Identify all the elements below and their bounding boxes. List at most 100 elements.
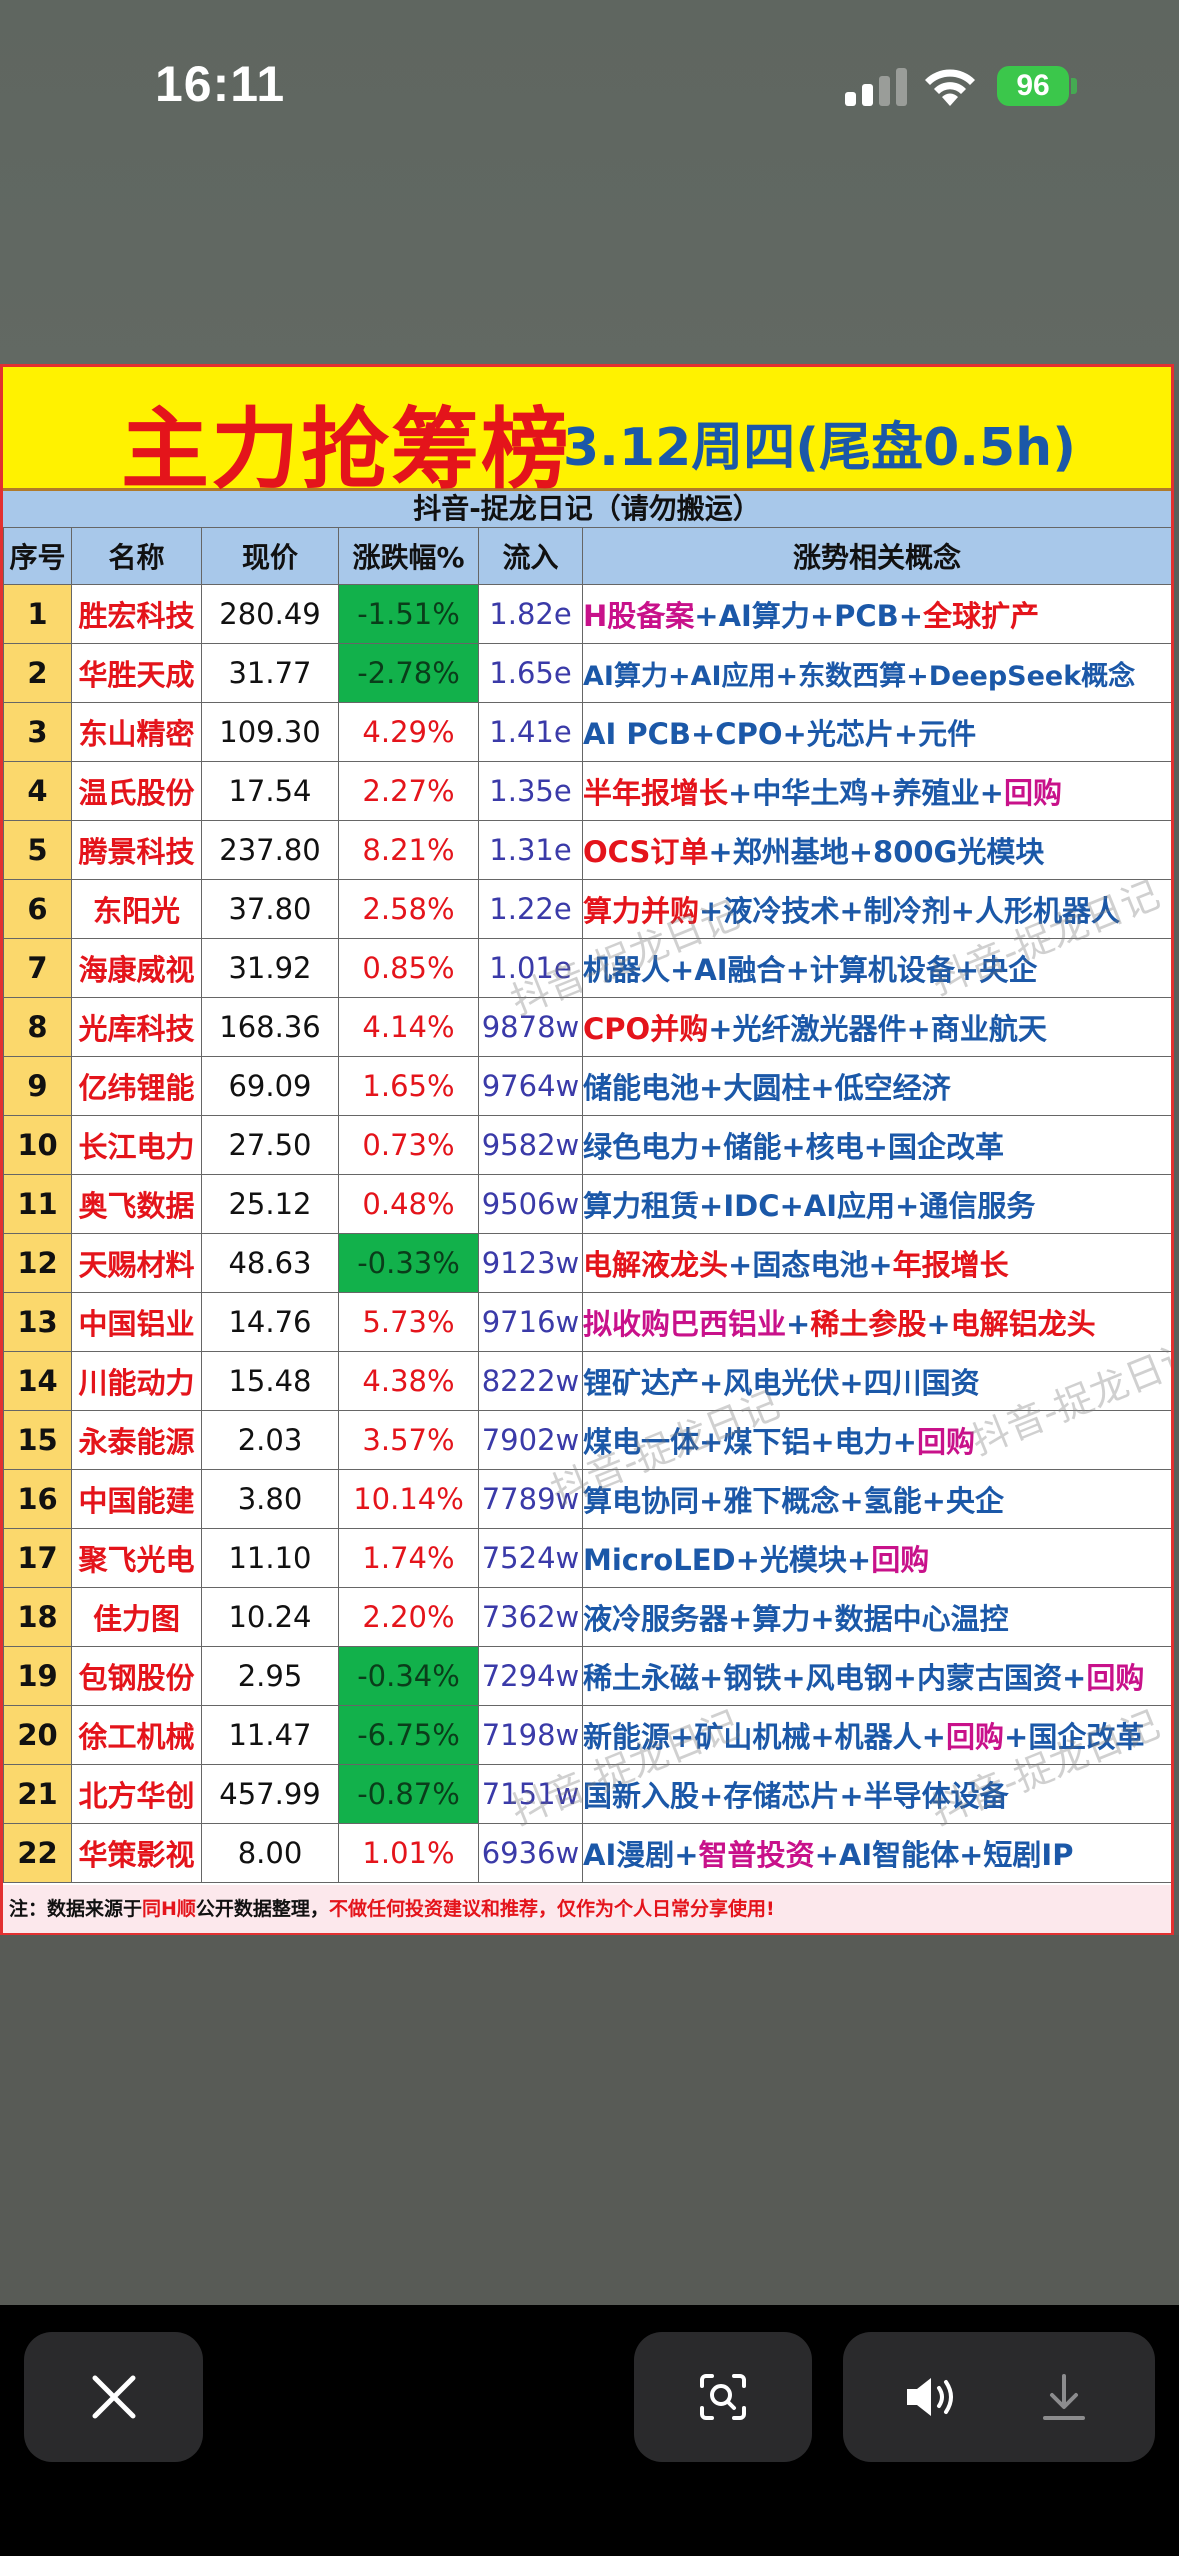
concept-tag: 计算机设备 [809,953,955,987]
concept-list: AI PCB+CPO+光芯片+元件 [582,702,1171,762]
price-change: 1.01% [338,1823,479,1883]
concept-tag: 液冷服务器 [583,1602,729,1636]
concept-tag: AI应用 [803,1189,896,1223]
concept-separator: + [921,1720,946,1754]
row-index: 12 [3,1233,72,1293]
table-row: 16 中国能建 3.80 10.14% 7789w 算电协同+雅下概念+氢能+央企 [3,1469,1171,1529]
concept-separator: + [906,660,929,692]
concept-separator: + [699,894,724,928]
row-index: 20 [3,1705,72,1765]
close-button[interactable] [24,2332,203,2462]
concept-tag: CPO [715,717,783,751]
concept-tag: 数据中心温控 [834,1602,1009,1636]
concept-tag: 800G光模块 [873,835,1045,869]
concept-separator: + [863,1130,888,1164]
media-controls [843,2332,1155,2462]
concept-tag: 机器人 [583,953,671,987]
fund-inflow: 1.22e [478,879,583,939]
stock-name: 东阳光 [71,879,202,939]
fund-inflow: 9123w [478,1233,583,1293]
stock-price: 17.54 [201,761,339,821]
concept-tag: 回购 [945,1720,1004,1754]
price-change: 2.58% [338,879,479,939]
concept-separator: + [892,1425,917,1459]
stock-price: 237.80 [201,820,339,880]
stock-name: 奥飞数据 [71,1174,202,1234]
table-row: 21 北方华创 457.99 -0.87% 7151w 国新入股+存储芯片+半导体设备 [3,1764,1171,1824]
concept-tag: 煤电一体 [583,1425,700,1459]
concept-separator: + [906,1012,931,1046]
concept-list: 拟收购巴西铝业+稀土参股+电解铝龙头 [582,1292,1171,1352]
stock-name: 胜宏科技 [71,584,202,644]
stock-price: 14.76 [201,1292,339,1352]
fund-inflow: 1.31e [478,820,583,880]
concept-separator: + [781,1661,806,1695]
concept-separator: + [839,1484,864,1518]
stock-name: 华胜天成 [71,643,202,703]
column-header: 涨势相关概念 [582,527,1171,585]
concept-tag: H股备案 [583,599,695,633]
price-change: 1.74% [338,1528,479,1588]
row-index: 18 [3,1587,72,1647]
price-change: 5.73% [338,1292,479,1352]
row-index: 22 [3,1823,72,1883]
concept-tag: 矿山机械 [694,1720,811,1754]
fund-inflow: 1.82e [478,584,583,644]
price-change: 8.21% [338,820,479,880]
row-index: 5 [3,820,72,880]
concept-separator: + [699,1661,724,1695]
column-header: 流入 [478,527,583,585]
concept-separator: + [699,1484,724,1518]
stock-price: 11.47 [201,1705,339,1765]
concept-separator: + [735,1543,760,1577]
stock-price: 109.30 [201,702,339,762]
stock-name: 东山精密 [71,702,202,762]
concept-separator: + [810,1602,835,1636]
price-change: -1.51% [338,584,479,644]
close-icon [92,2375,136,2419]
fund-inflow: 1.01e [478,938,583,998]
row-index: 19 [3,1646,72,1706]
fund-inflow: 1.41e [478,702,583,762]
stock-price: 15.48 [201,1351,339,1411]
fund-inflow: 1.65e [478,643,583,703]
price-change: 4.14% [338,997,479,1057]
concept-separator: + [810,1071,835,1105]
speaker-icon[interactable] [903,2374,961,2420]
concept-list: 煤电一体+煤下铝+电力+回购 [582,1410,1171,1470]
row-index: 16 [3,1469,72,1529]
price-change: 0.73% [338,1115,479,1175]
visual-lookup-button[interactable] [634,2332,812,2462]
row-index: 1 [3,584,72,644]
concept-tag: 固态电池 [752,1248,869,1282]
table-row: 15 永泰能源 2.03 3.57% 7902w 煤电一体+煤下铝+电力+回购 [3,1410,1171,1470]
table-row: 22 华策影视 8.00 1.01% 6936w AI漫剧+智普投资+AI智能体+短剧IP [3,1823,1171,1883]
table-header-row: 序号 名称 现价 涨跌幅% 流入 涨势相关概念 [3,527,1171,585]
price-change: 1.65% [338,1056,479,1116]
concept-list: MicroLED+光模块+回购 [582,1528,1171,1588]
concept-tag: 央企 [945,1484,1004,1518]
stock-name: 川能动力 [71,1351,202,1411]
concept-separator: + [699,1071,724,1105]
fund-inflow: 8222w [478,1351,583,1411]
table-row: 2 华胜天成 31.77 -2.78% 1.65e AI算力+AI应用+东数西算+Deep… [3,643,1171,703]
stock-name: 北方华创 [71,1764,202,1824]
concept-tag: 回购 [916,1425,975,1459]
concept-tag: 国新入股 [583,1779,700,1813]
concept-tag: 储能 [723,1130,782,1164]
row-index: 21 [3,1764,72,1824]
concept-tag: 钢铁 [723,1661,782,1695]
concept-separator: + [670,953,695,987]
table-row: 1 胜宏科技 280.49 -1.51% 1.82e H股备案+AI算力+PCB+全球扩产 [3,584,1171,644]
concept-separator: + [810,1720,835,1754]
concept-list: 锂矿达产+风电光伏+四川国资 [582,1351,1171,1411]
board-title: 主力抢筹榜 [121,398,572,501]
concept-tag: AI漫剧 [583,1838,675,1872]
concept-separator: + [926,1307,951,1341]
download-icon[interactable] [1039,2372,1089,2422]
stock-price: 10.24 [201,1587,339,1647]
concept-separator: + [694,599,719,633]
concept-separator: + [839,894,864,928]
background-top [0,0,1179,380]
price-change: 2.27% [338,761,479,821]
